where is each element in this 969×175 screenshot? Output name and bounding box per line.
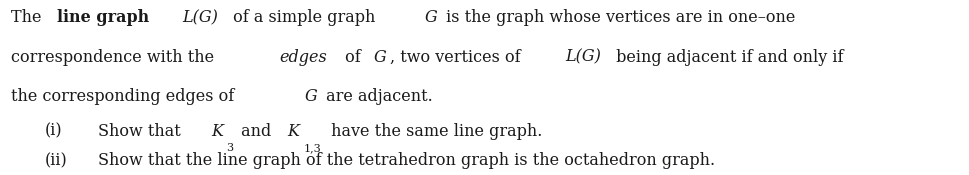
Text: G: G	[373, 49, 386, 66]
Text: G: G	[424, 9, 437, 26]
Text: L(G): L(G)	[564, 49, 600, 66]
Text: the corresponding edges of: the corresponding edges of	[11, 88, 239, 105]
Text: is the graph whose vertices are in one–one: is the graph whose vertices are in one–o…	[441, 9, 795, 26]
Text: (i): (i)	[45, 123, 62, 140]
Text: The: The	[11, 9, 47, 26]
Text: , two vertices of: , two vertices of	[390, 49, 525, 66]
Text: have the same line graph.: have the same line graph.	[326, 123, 542, 140]
Text: K: K	[211, 123, 223, 140]
Text: L(G): L(G)	[182, 9, 218, 26]
Text: of a simple graph: of a simple graph	[228, 9, 381, 26]
Text: of: of	[340, 49, 366, 66]
Text: and: and	[235, 123, 276, 140]
Text: Show that the line graph of the tetrahedron graph is the octahedron graph.: Show that the line graph of the tetrahed…	[98, 152, 714, 169]
Text: (ii): (ii)	[45, 152, 68, 169]
Text: correspondence with the: correspondence with the	[11, 49, 219, 66]
Text: edges: edges	[279, 49, 327, 66]
Text: 3: 3	[227, 143, 234, 153]
Text: being adjacent if and only if: being adjacent if and only if	[610, 49, 843, 66]
Text: 1,3: 1,3	[303, 143, 321, 153]
Text: Show that: Show that	[98, 123, 186, 140]
Text: K: K	[288, 123, 299, 140]
Text: G: G	[304, 88, 317, 105]
Text: are adjacent.: are adjacent.	[321, 88, 432, 105]
Text: line graph: line graph	[57, 9, 149, 26]
